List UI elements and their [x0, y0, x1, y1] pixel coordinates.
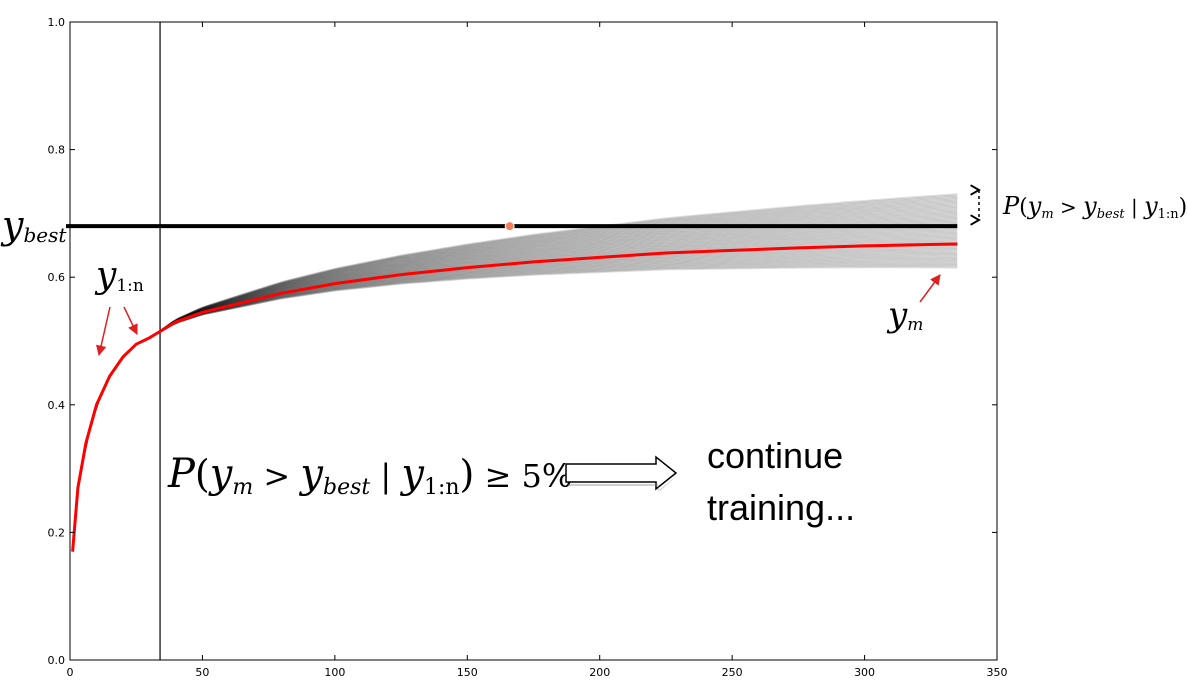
y-tick-label: 0.8 — [48, 144, 66, 157]
x-tick-label: 250 — [722, 666, 743, 679]
sample-curve — [71, 197, 958, 552]
sample-curve — [71, 228, 958, 552]
sample-curve — [71, 195, 958, 552]
x-tick-label: 0 — [67, 666, 74, 679]
axis-ticks: 0 50 100 150 200 250 300 350 0.0 0.2 0.4 0.6 0.8 1.0 — [48, 16, 1008, 679]
sample-curve — [71, 266, 958, 552]
y-m-arrow — [919, 274, 941, 303]
x-tick-label: 100 — [324, 666, 345, 679]
prob-right-label: P(ym > ybest | y1:n) — [1002, 192, 1187, 222]
sample-curve — [71, 200, 958, 552]
sample-curve — [71, 263, 958, 552]
y-tick-label: 0.6 — [48, 271, 66, 284]
sample-curve — [71, 213, 958, 552]
sample-curve — [71, 226, 958, 552]
sample-curve — [71, 205, 958, 552]
mean-prediction-curve — [71, 242, 958, 552]
best-point-marker — [504, 221, 515, 232]
sample-curve — [71, 224, 958, 552]
y-best-label: ybest — [0, 203, 67, 247]
sample-curve — [71, 261, 958, 552]
sample-curve — [71, 223, 958, 552]
continue-text-line2: training... — [707, 487, 855, 528]
sample-curve — [71, 262, 958, 552]
sample-curve — [71, 198, 958, 552]
sample-curve — [71, 220, 958, 552]
sample-curve — [71, 209, 958, 552]
x-tick-label: 150 — [457, 666, 478, 679]
y-1n-arrow-left — [95, 306, 111, 357]
prob-main-label: P(ym > ybest | y1:n) ≥ 5% — [167, 451, 572, 500]
y-1n-label: y1:n — [94, 255, 144, 296]
plot-frame — [69, 21, 998, 661]
x-tick-label: 300 — [854, 666, 875, 679]
sample-curve — [71, 225, 958, 552]
sample-curve — [71, 255, 958, 552]
sample-curve — [71, 214, 958, 552]
sample-curve — [71, 229, 958, 552]
sample-curve — [71, 260, 958, 552]
sample-curve — [71, 206, 958, 552]
sample-curve — [71, 265, 958, 552]
sample-curve — [71, 204, 958, 552]
x-tick-label: 200 — [589, 666, 610, 679]
sample-curve — [71, 194, 958, 552]
sample-curve — [71, 193, 958, 552]
sample-curve — [71, 221, 958, 552]
plot-background — [70, 22, 997, 660]
sample-curve — [71, 208, 958, 552]
y-1n-arrow-right — [123, 306, 138, 335]
sample-curve — [71, 256, 958, 552]
sample-curve — [71, 202, 958, 552]
y-m-label: ym — [886, 295, 923, 335]
sample-curve — [71, 199, 958, 552]
sample-curve — [71, 259, 958, 552]
sample-curve — [71, 257, 958, 552]
continue-block-arrow — [565, 455, 678, 491]
continue-text-line1: continue — [707, 435, 843, 476]
x-tick-label: 350 — [987, 666, 1008, 679]
sample-curve — [71, 210, 958, 552]
y-tick-label: 0.4 — [48, 399, 66, 412]
sample-curve — [71, 203, 958, 552]
sample-curve — [71, 230, 958, 552]
y-tick-label: 0.2 — [48, 526, 66, 539]
y-tick-label: 1.0 — [48, 16, 66, 29]
y-tick-label: 0.0 — [48, 654, 66, 667]
sample-curve — [71, 211, 958, 552]
x-tick-label: 50 — [195, 666, 209, 679]
